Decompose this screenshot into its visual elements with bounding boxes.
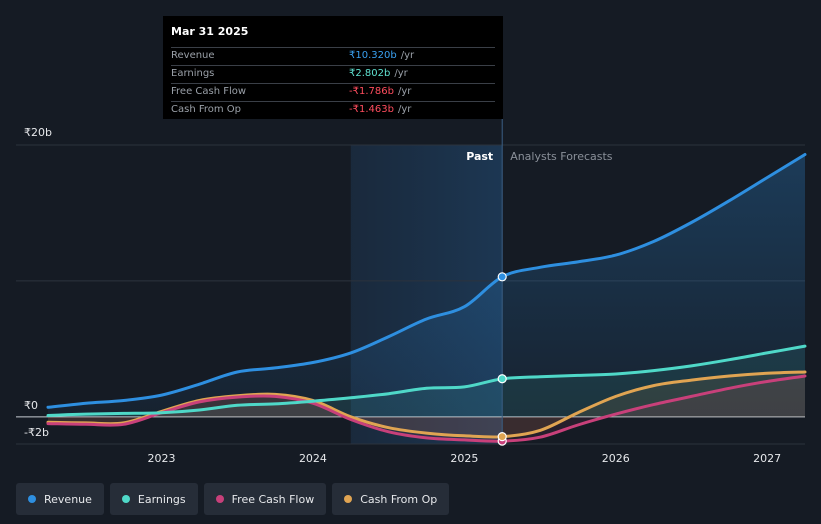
series-line-revenue (46, 153, 807, 409)
tooltip-label: Revenue (171, 50, 215, 61)
tooltip-row-earnings: Earnings ₹2.802b /yr (171, 65, 495, 83)
x-tick-label: 2023 (148, 452, 176, 465)
tooltip-label: Cash From Op (171, 104, 242, 115)
tooltip-row-cash-from-op: Cash From Op -₹1.463b /yr (171, 101, 495, 119)
legend-label: Earnings (137, 492, 186, 506)
y-tick-label: -₹2b (24, 426, 49, 439)
legend-label: Revenue (44, 492, 92, 506)
tooltip-value: -₹1.463b (349, 104, 394, 115)
x-tick-label: 2025 (450, 452, 478, 465)
legend-dot-icon (344, 495, 353, 503)
series-area-earnings (48, 346, 805, 417)
series-line-free-cash-flow (46, 374, 807, 443)
legend-dot-icon (215, 495, 224, 503)
series-lines (46, 153, 807, 443)
tooltip-row-free-cash-flow: Free Cash Flow -₹1.786b /yr (171, 83, 495, 101)
forecast-label: Analysts Forecasts (510, 150, 613, 163)
y-axis-labels: ₹20b ₹0 -₹2b (24, 126, 52, 439)
legend-dot-icon (121, 495, 130, 503)
tooltip-unit: /yr (397, 104, 412, 115)
tooltip-row-revenue: Revenue ₹10.320b /yr (171, 47, 495, 65)
marker-cash-from-op (497, 432, 507, 442)
tooltip-label: Earnings (171, 68, 215, 79)
marker-revenue (497, 272, 507, 282)
legend-item-cash-from-op[interactable]: Cash From Op (332, 483, 450, 515)
tooltip-unit: /yr (400, 50, 415, 61)
tooltip-label: Free Cash Flow (171, 86, 247, 97)
series-markers (497, 272, 507, 446)
marker-earnings (497, 374, 507, 384)
x-tick-label: 2026 (602, 452, 630, 465)
series-line-earnings (46, 344, 807, 417)
legend-item-free-cash-flow[interactable]: Free Cash Flow (203, 483, 327, 515)
tooltip-value: ₹10.320b (349, 50, 397, 61)
tooltip-unit: /yr (397, 86, 412, 97)
x-axis-labels: 2023 2024 2025 2026 2027 (148, 452, 782, 465)
legend: Revenue Earnings Free Cash Flow Cash Fro… (16, 483, 450, 515)
y-tick-label: ₹0 (24, 399, 38, 412)
legend-dot-icon (28, 495, 36, 503)
legend-item-earnings[interactable]: Earnings (109, 483, 198, 515)
tooltip-value: -₹1.786b (349, 86, 394, 97)
tooltip: Mar 31 2025 Revenue ₹10.320b /yr Earning… (163, 16, 503, 119)
y-tick-label: ₹20b (24, 126, 52, 139)
legend-item-revenue[interactable]: Revenue (16, 483, 104, 515)
x-tick-label: 2027 (753, 452, 781, 465)
tooltip-date: Mar 31 2025 (171, 25, 249, 38)
tooltip-unit: /yr (394, 68, 408, 79)
past-label: Past (466, 150, 493, 163)
legend-label: Cash From Op (360, 492, 438, 506)
x-tick-label: 2024 (299, 452, 327, 465)
tooltip-value: ₹2.802b (349, 68, 391, 79)
legend-label: Free Cash Flow (231, 492, 315, 506)
series-area-revenue (48, 154, 805, 417)
